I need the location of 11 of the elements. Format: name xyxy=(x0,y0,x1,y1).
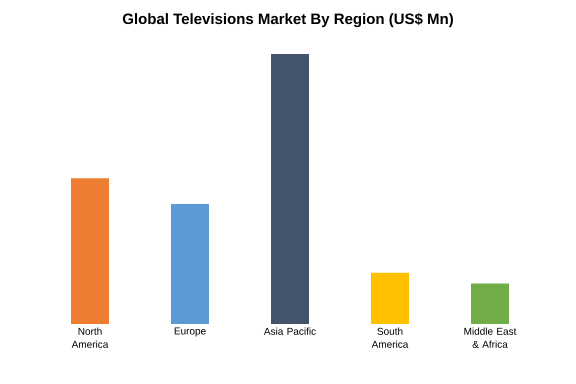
bar xyxy=(471,284,510,324)
bar xyxy=(171,204,210,324)
x-tick-label: Europe xyxy=(174,328,206,336)
x-tick-label: North America xyxy=(72,328,108,348)
bar xyxy=(271,54,309,324)
chart-title: Global Televisions Market By Region (US$ Mn) xyxy=(122,12,453,28)
bar xyxy=(371,272,409,324)
x-tick-label: Asia Pacific xyxy=(264,328,316,335)
x-tick-label: South America xyxy=(372,328,408,348)
x-tick-label: Middle East & Africa xyxy=(464,328,516,348)
bar xyxy=(71,178,109,324)
